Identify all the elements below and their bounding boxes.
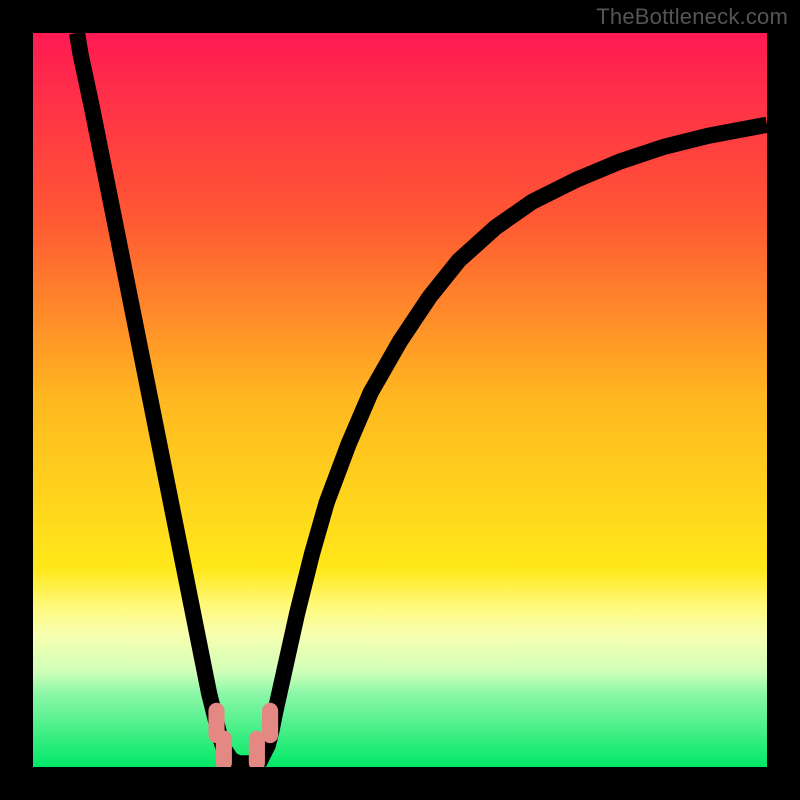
chart-plot-area: [33, 33, 767, 767]
curve-marker: [262, 703, 278, 743]
bottleneck-curve: [77, 33, 767, 763]
chart-svg: [33, 33, 767, 767]
watermark-text: TheBottleneck.com: [596, 4, 788, 30]
curve-marker: [216, 731, 232, 767]
